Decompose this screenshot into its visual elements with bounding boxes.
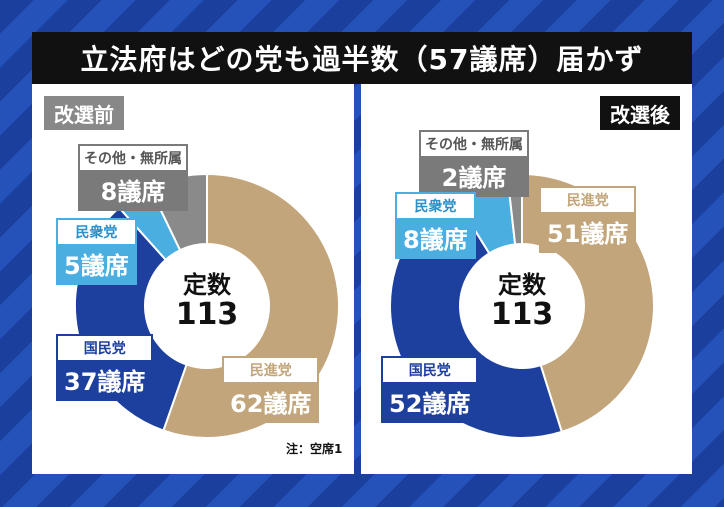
center-label-line2: 113 <box>490 297 554 333</box>
label-name: 民進党 <box>566 193 609 209</box>
label-name: 民衆党 <box>75 225 118 241</box>
panel-after: 改選後 定数 113 その他・無所属 2議席 民衆党 8議席 民進党 51議席 … <box>361 84 692 474</box>
label-name: 国民党 <box>83 341 126 357</box>
label-name: 民進党 <box>249 363 292 379</box>
label-seats: 37議席 <box>58 360 152 399</box>
center-label-line1: 定数 <box>183 271 231 299</box>
label-before-minshu: 民衆党 5議席 <box>56 218 137 285</box>
label-seats: 2議席 <box>421 156 527 195</box>
footnote: 注：空席1 <box>286 442 343 456</box>
label-after-kokumin: 国民党 52議席 <box>381 356 479 423</box>
center-label-before: 定数 113 <box>167 271 247 333</box>
panel-title-after: 改選後 <box>600 96 680 130</box>
label-after-minshin: 民進党 51議席 <box>539 186 637 253</box>
label-name: その他・無所属 <box>425 137 523 153</box>
label-before-other: その他・無所属 8議席 <box>78 144 188 211</box>
label-after-other: その他・無所属 2議席 <box>419 130 529 197</box>
chart-title: 立法府はどの党も過半数（57議席）届かず <box>32 32 692 84</box>
pie-hole <box>145 244 269 368</box>
center-label-after: 定数 113 <box>482 271 562 333</box>
panel-before: 改選前 定数 113 その他・無所属 8議席 民衆党 5議席 国民党 37議席 … <box>32 84 354 474</box>
label-seats: 62議席 <box>224 382 318 421</box>
label-name: 民衆党 <box>414 199 457 215</box>
label-name: 国民党 <box>408 363 451 379</box>
label-before-kokumin: 国民党 37議席 <box>56 334 154 401</box>
panel-title-before: 改選前 <box>44 96 124 130</box>
label-seats: 51議席 <box>541 212 635 251</box>
label-name: その他・無所属 <box>84 151 182 167</box>
label-seats: 8議席 <box>80 170 186 209</box>
pie-hole <box>460 244 584 368</box>
label-after-minshu: 民衆党 8議席 <box>395 192 476 259</box>
label-seats: 8議席 <box>397 218 474 257</box>
center-label-line1: 定数 <box>498 271 546 299</box>
label-before-minshin: 民進党 62議席 <box>222 356 320 423</box>
label-seats: 52議席 <box>383 382 477 421</box>
label-seats: 5議席 <box>58 244 135 283</box>
center-label-line2: 113 <box>175 297 239 333</box>
